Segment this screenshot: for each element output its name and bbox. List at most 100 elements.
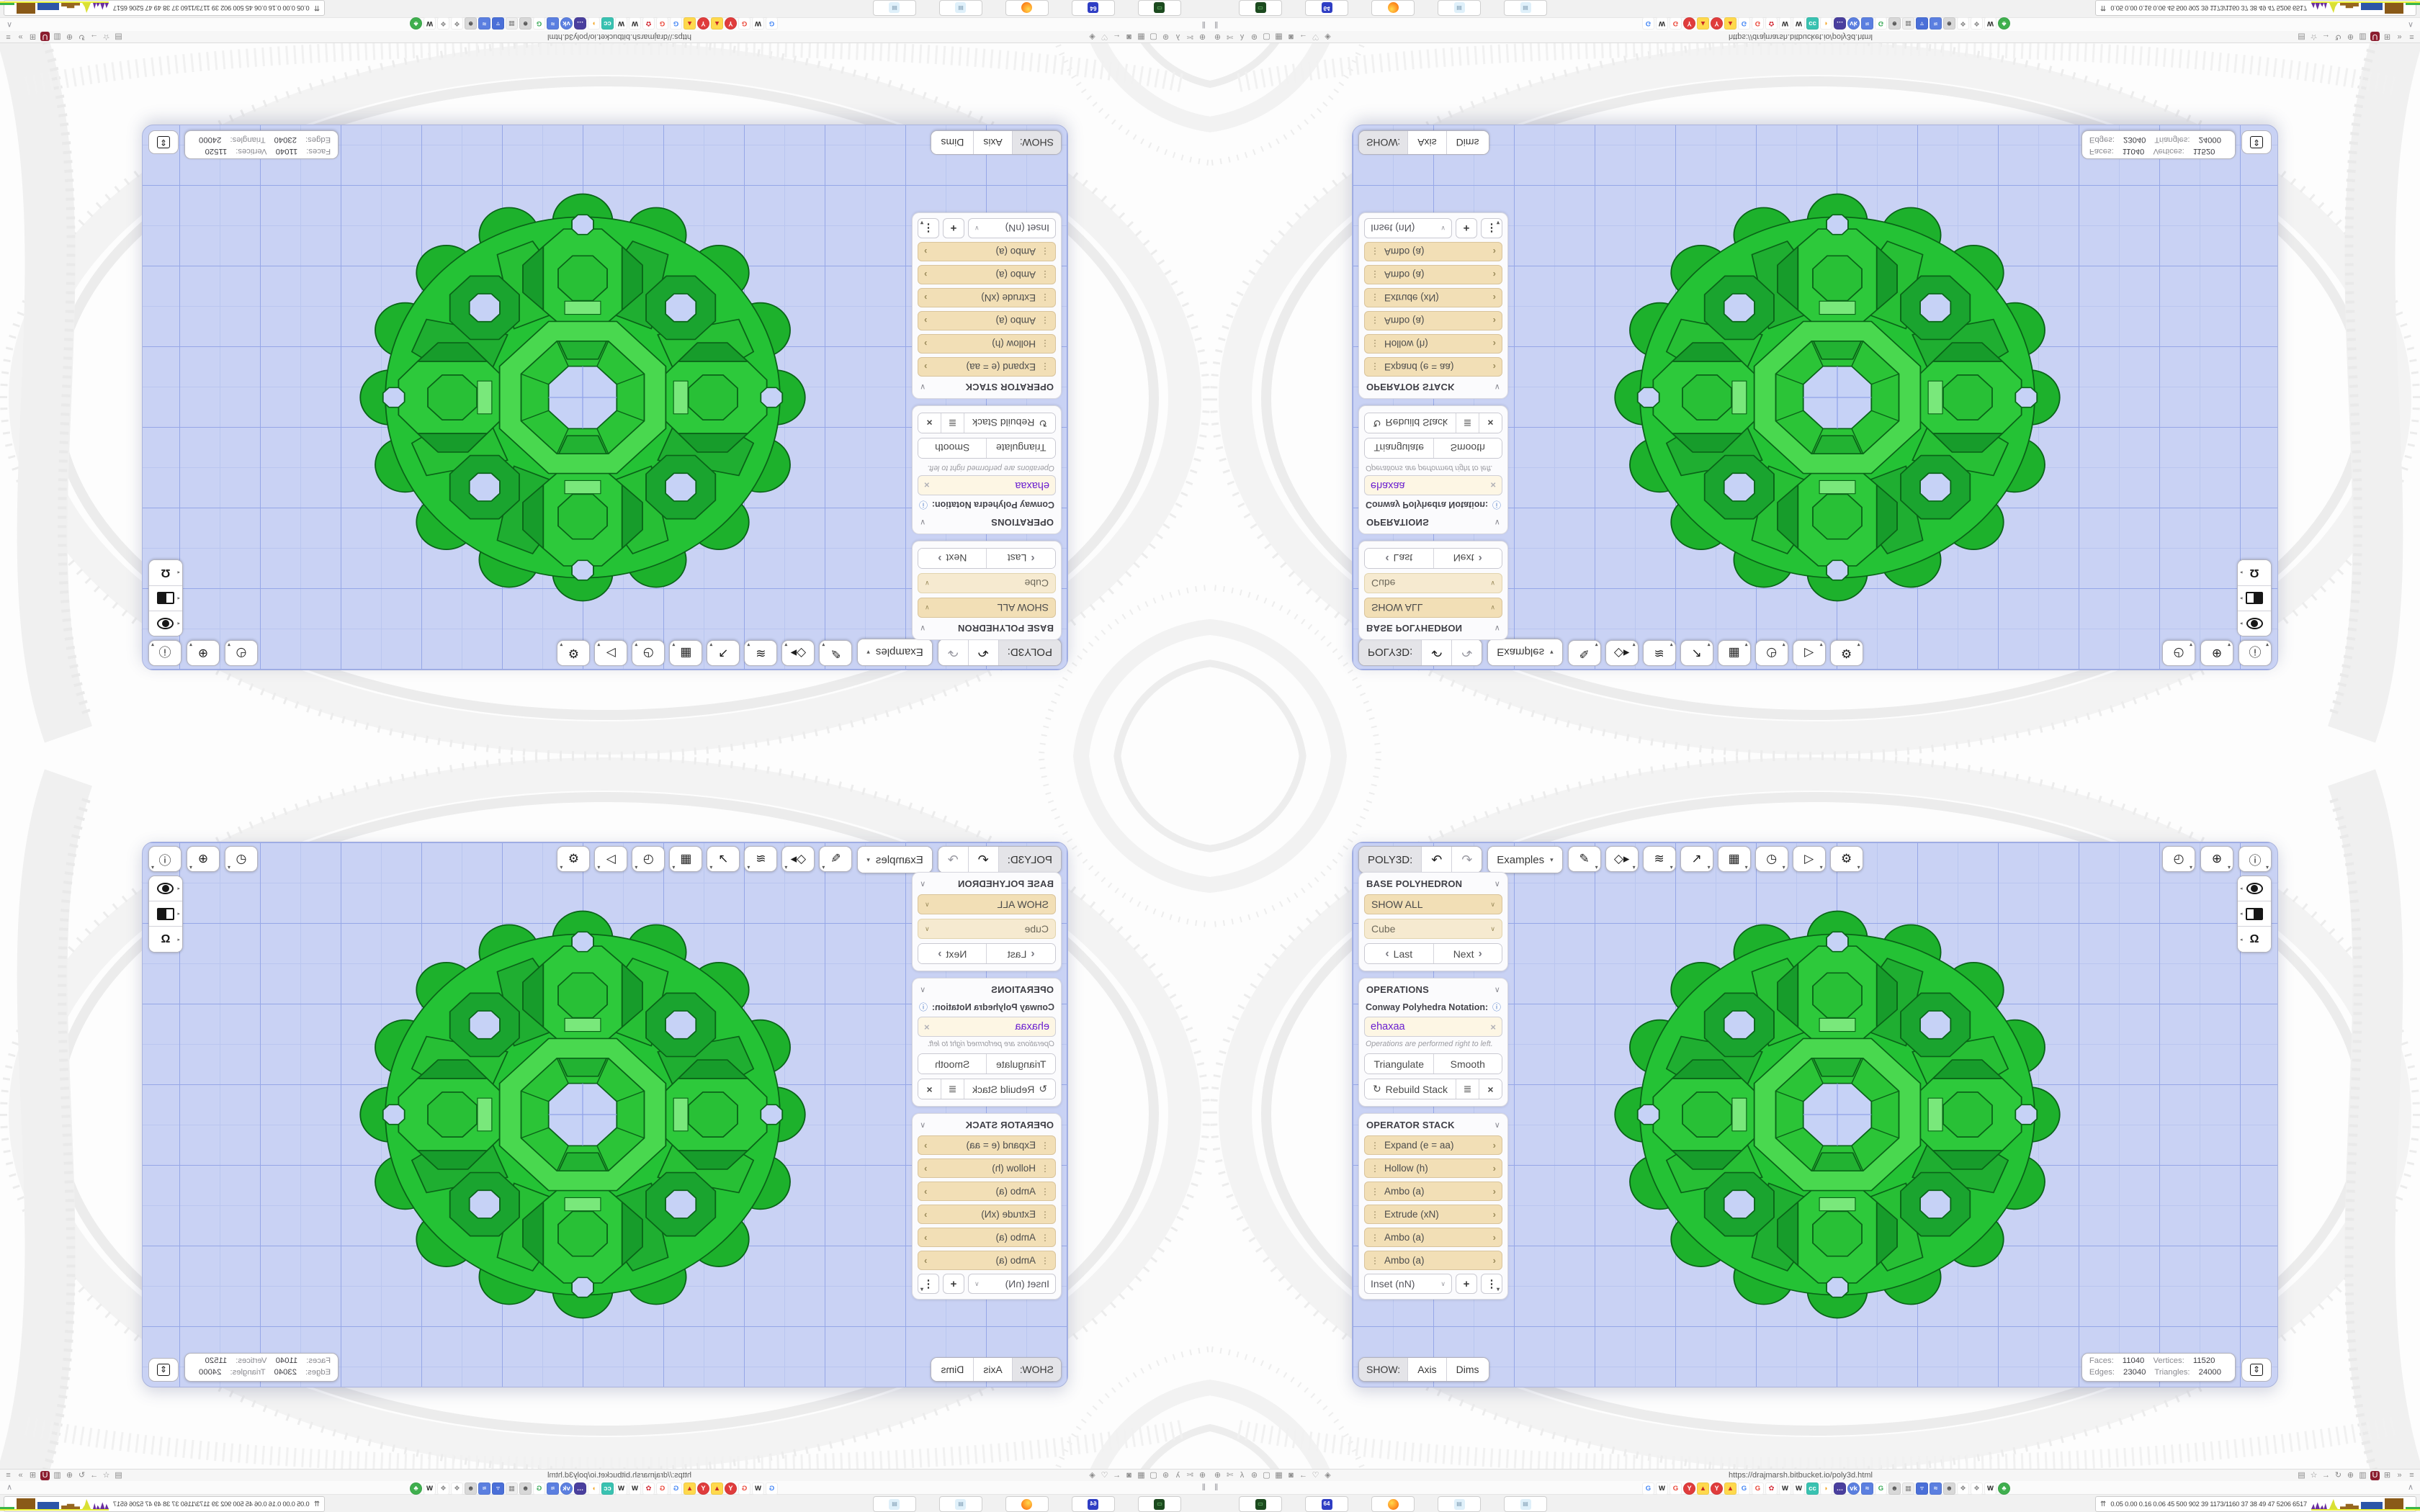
wikipedia-favicon[interactable]: W (629, 1482, 641, 1495)
gray-favicon[interactable]: ▦ (506, 17, 518, 30)
operator-select[interactable]: Inset (nN) ∨ (1364, 218, 1452, 238)
axis-toggle[interactable]: Axis (974, 1358, 1013, 1381)
lambda-icon[interactable]: λ (1175, 1470, 1180, 1480)
images-favicon[interactable]: ▲ (684, 17, 696, 30)
axis-toggle[interactable]: Axis (1407, 1358, 1446, 1381)
globe-grid-icon[interactable]: ⊕ (66, 1470, 73, 1480)
google-favicon[interactable]: G (1752, 17, 1764, 30)
settings-gear-icon[interactable]: ⚙ ▾ (557, 846, 591, 872)
schedule-icon[interactable]: ◴ ▾ (225, 846, 258, 872)
next-button[interactable]: Next › (1433, 944, 1502, 963)
operator-stack-item[interactable]: ⋮ Ambo (a) › (1364, 265, 1502, 284)
fit-view-button[interactable]: ⇕ (2241, 130, 2272, 154)
stack-list-button[interactable]: ≣ (1456, 1079, 1479, 1099)
chevrons-icon[interactable]: » (18, 1470, 23, 1480)
trash-bin-icon[interactable]: ▥ (53, 32, 61, 42)
section-header[interactable]: BASE POLYHEDRON ∨ (1364, 618, 1502, 634)
stack-list-button[interactable]: ≣ (1456, 413, 1479, 433)
portrait-favicon[interactable]: ☻ (1943, 1482, 1955, 1495)
operator-stack-item[interactable]: ⋮ Hollow (h) › (1364, 334, 1502, 354)
fish-favicon[interactable]: ❖ (1957, 1482, 1969, 1495)
globe-icon[interactable]: ⊕ ▾ (187, 846, 220, 872)
star-icon[interactable]: ☆ (102, 1470, 110, 1480)
chevron-right-icon[interactable]: › (924, 1140, 928, 1151)
chevrons-up-icon[interactable]: ⇈ (2100, 1500, 2107, 1508)
chat-favicon[interactable]: … (1834, 17, 1846, 30)
show-all-select[interactable]: SHOW ALL ∨ (918, 894, 1056, 914)
reload-icon[interactable]: ↻ (2334, 1470, 2342, 1480)
section-header[interactable]: OPERATOR STACK ∨ (918, 377, 1056, 393)
drag-handle-icon[interactable]: ⋮ (1371, 315, 1379, 326)
notation-input[interactable]: ehaxaa × (918, 475, 1056, 495)
pause-icon[interactable]: ‖ (1201, 19, 1206, 30)
undo-button[interactable]: ↶ (1421, 847, 1452, 873)
scissors-icon[interactable]: ✄ (1226, 32, 1234, 42)
forward-arrow-icon[interactable]: → (2322, 1470, 2330, 1480)
export-icon[interactable]: ↗ ▾ (707, 640, 740, 666)
next-button[interactable]: Next › (918, 944, 987, 963)
chevron-right-icon[interactable]: › (1492, 269, 1496, 280)
edit-pose-icon[interactable]: ✎ ▾ (819, 640, 853, 666)
section-header[interactable]: BASE POLYHEDRON ∨ (1364, 878, 1502, 894)
operator-stack-item[interactable]: ⋮ Ambo (a) › (918, 242, 1056, 261)
wave-favicon[interactable]: ≈ (1861, 17, 1873, 30)
yandex-favicon[interactable]: Y (1711, 1482, 1723, 1495)
chevron-right-icon[interactable]: › (1492, 1140, 1496, 1151)
chevron-right-icon[interactable]: › (1492, 338, 1496, 349)
pinned-tab[interactable]: ▤ (1504, 1496, 1547, 1512)
last-button[interactable]: ‹ Last (1365, 549, 1433, 568)
images-favicon[interactable]: ▲ (711, 17, 723, 30)
window-icon[interactable]: ▢ (1263, 32, 1270, 42)
badge-icon[interactable]: ◙ (1126, 32, 1131, 42)
wave-favicon[interactable]: ≈ (547, 17, 559, 30)
blue-favicon[interactable]: ▿ (492, 1482, 504, 1495)
google-favicon[interactable]: G (1752, 1482, 1764, 1495)
export-icon[interactable]: ↗ ▾ (707, 846, 740, 872)
drag-handle-icon[interactable]: ⋮ (1041, 1209, 1049, 1220)
window-copy-icon[interactable]: ⊞ (2383, 1470, 2391, 1480)
chevron-right-icon[interactable]: › (924, 1186, 928, 1197)
forward-arrow-icon[interactable]: → (90, 1470, 98, 1480)
heart-icon[interactable]: ♡ (1101, 1470, 1108, 1480)
chevron-right-icon[interactable]: › (1492, 246, 1496, 257)
operator-stack-item[interactable]: ⋮ Ambo (a) › (1364, 1182, 1502, 1201)
google-favicon[interactable]: G (1670, 17, 1682, 30)
add-operator-button[interactable]: + (943, 218, 964, 238)
chevron-right-icon[interactable]: › (924, 1163, 928, 1174)
pinned-tab[interactable]: ▤ (1504, 0, 1547, 16)
wikipedia-favicon[interactable]: W (1793, 17, 1805, 30)
chevron-right-icon[interactable]: › (1492, 292, 1496, 303)
yandex-favicon[interactable]: Y (1683, 17, 1695, 30)
clock-icon[interactable]: ◷ ▾ (1754, 640, 1788, 666)
blue-favicon[interactable]: ▿ (1916, 1482, 1928, 1495)
google-favicon[interactable]: G (1875, 1482, 1887, 1495)
yandex-favicon[interactable]: Y (1711, 17, 1723, 30)
globe-icon[interactable]: ⊕ ▾ (2200, 640, 2233, 666)
export-icon[interactable]: ↗ ▾ (1680, 846, 1713, 872)
cc-favicon[interactable]: cc (1806, 1482, 1819, 1495)
forward-arrow-icon[interactable]: → (2322, 32, 2330, 42)
triangulate-button[interactable]: Triangulate (1365, 438, 1433, 458)
rebuild-stack-button[interactable]: ↻ Rebuild Stack (964, 1079, 1055, 1099)
back-arrow-icon[interactable]: ← (1299, 1470, 1307, 1480)
operator-stack-item[interactable]: ⋮ Ambo (a) › (918, 265, 1056, 284)
wikipedia-favicon[interactable]: W (424, 17, 436, 30)
clear-stack-button[interactable]: × (1479, 1079, 1502, 1099)
snap-toggle-button[interactable]: ◂ Ω (149, 560, 182, 585)
pause-icon[interactable]: ‖ (1201, 1482, 1206, 1493)
menu-icon[interactable]: ≡ (6, 1470, 11, 1480)
clear-stack-button[interactable]: × (918, 1079, 941, 1099)
drag-handle-icon[interactable]: ⋮ (1371, 1255, 1379, 1266)
drag-handle-icon[interactable]: ⋮ (1371, 269, 1379, 280)
wikipedia-favicon[interactable]: W (752, 1482, 764, 1495)
wikipedia-favicon[interactable]: W (615, 17, 627, 30)
wave-favicon[interactable]: ≈ (1861, 1482, 1873, 1495)
rebuild-stack-button[interactable]: ↻ Rebuild Stack (1365, 413, 1456, 433)
drag-handle-icon[interactable]: ⋮ (1041, 292, 1049, 303)
pinned-tab[interactable]: ▤ (939, 0, 982, 16)
wikipedia-favicon[interactable]: W (1984, 17, 1996, 30)
pinned-tab[interactable]: ▭ (1138, 1496, 1181, 1512)
dims-toggle[interactable]: Dims (931, 131, 974, 154)
clear-icon[interactable]: × (1490, 1021, 1496, 1032)
images-favicon[interactable]: ▲ (684, 1482, 696, 1495)
